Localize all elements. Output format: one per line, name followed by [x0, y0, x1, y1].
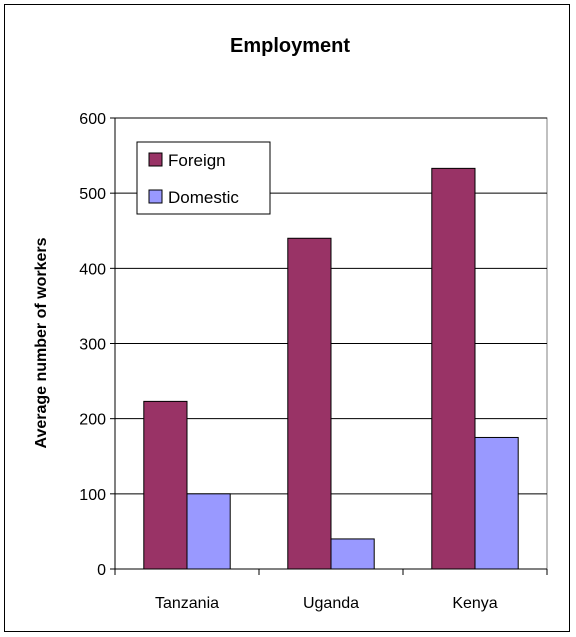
chart-title: Employment [230, 35, 350, 57]
y-tick-label: 300 [79, 337, 106, 354]
y-axis-label: Average number of workers [33, 237, 50, 448]
x-tick-label: Uganda [303, 595, 359, 612]
bar-domestic-uganda [330, 538, 375, 570]
y-tick-label: 0 [97, 562, 106, 579]
y-tick-label: 100 [79, 487, 106, 504]
legend-swatch-foreign [148, 152, 163, 167]
y-tick-label: 600 [79, 111, 106, 128]
y-tick-label: 500 [79, 186, 106, 203]
bar-domestic-kenya [474, 436, 519, 570]
legend: Foreign Domestic [136, 141, 271, 215]
legend-label-foreign: Foreign [168, 151, 226, 170]
legend-label-domestic: Domestic [168, 188, 239, 207]
bar-foreign-uganda [287, 237, 332, 570]
bar-foreign-tanzania [143, 400, 188, 570]
bars [143, 167, 519, 570]
x-tick-label: Tanzania [155, 595, 219, 612]
y-tick-label: 200 [79, 412, 106, 429]
tick-labels: 0 100 200 300 400 500 600 Tanzania Uganda Kenya [79, 111, 497, 612]
legend-swatch-domestic [148, 189, 163, 204]
bar-domestic-tanzania [186, 493, 231, 570]
x-tick-label: Kenya [452, 595, 497, 612]
y-tick-label: 400 [79, 261, 106, 278]
bar-foreign-kenya [431, 167, 476, 570]
